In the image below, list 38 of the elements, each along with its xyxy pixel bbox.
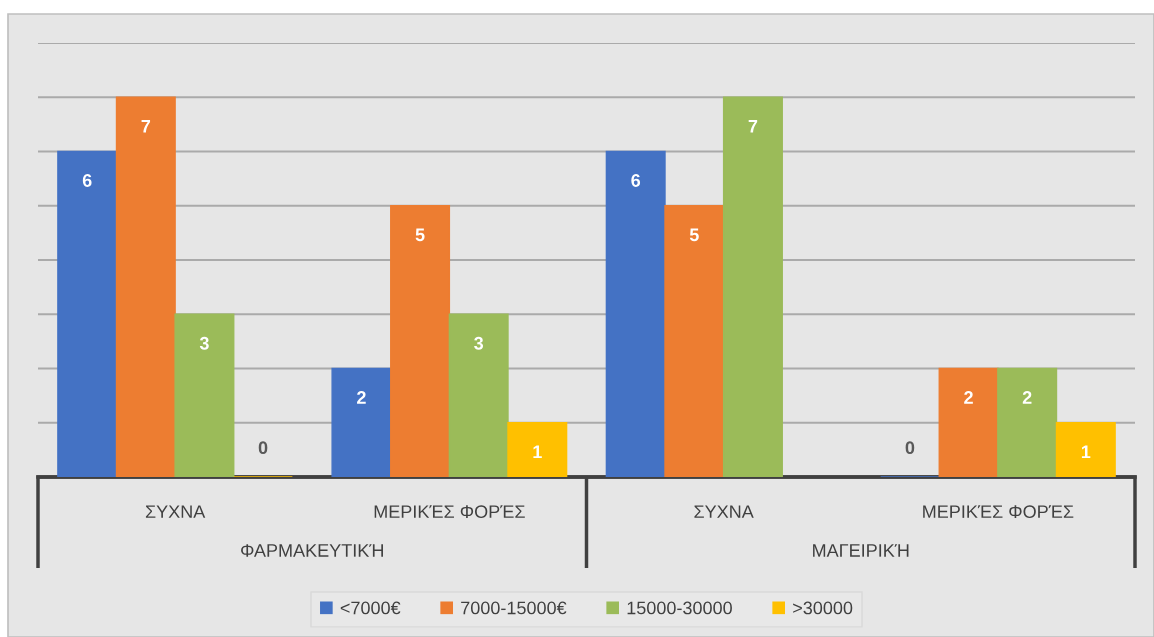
legend-label: 15000-30000 bbox=[627, 601, 732, 615]
data-label: 0 bbox=[905, 441, 915, 455]
x-tick-label: ΣΥΧΝΑ bbox=[694, 505, 754, 518]
text: ΦΑΡΜΑΚΕΥΤΙΚΉ bbox=[241, 544, 383, 557]
data-label: 1 bbox=[1081, 445, 1091, 458]
bar bbox=[938, 367, 999, 477]
bar bbox=[722, 96, 783, 477]
bar bbox=[507, 422, 568, 477]
data-label: 2 bbox=[1022, 391, 1032, 404]
data-label: 3 bbox=[474, 336, 484, 350]
bar bbox=[115, 96, 176, 477]
x-tick-label: ΜΕΡΙΚΈΣ ΦΟΡΈΣ bbox=[923, 505, 1074, 519]
bar bbox=[174, 313, 235, 477]
data-label: 3 bbox=[199, 336, 209, 350]
bar bbox=[997, 367, 1058, 477]
data-label: 5 bbox=[415, 228, 425, 242]
data-label: 5 bbox=[689, 228, 699, 242]
data-label: 2 bbox=[357, 391, 366, 404]
x-tick-label: ΜΕΡΙΚΈΣ ΦΟΡΈΣ bbox=[374, 505, 525, 519]
bar bbox=[664, 205, 725, 477]
data-label: 7 bbox=[141, 120, 151, 133]
legend-label: 7000-15000€ bbox=[461, 601, 567, 615]
x-tick-label: ΣΥΧΝΑ bbox=[145, 505, 206, 518]
data-label: 2 bbox=[964, 391, 973, 404]
legend-label: <7000€ bbox=[340, 601, 401, 615]
data-label: 1 bbox=[533, 445, 542, 458]
data-label: 7 bbox=[748, 120, 758, 133]
data-label: 0 bbox=[258, 441, 268, 455]
bar bbox=[331, 367, 392, 477]
data-label: 6 bbox=[631, 174, 641, 187]
bar bbox=[390, 205, 451, 477]
bar bbox=[605, 150, 666, 477]
data-label: 6 bbox=[82, 174, 92, 187]
bar bbox=[57, 150, 118, 477]
legend-label: >30000 bbox=[793, 601, 853, 615]
bar bbox=[448, 313, 509, 477]
text: ΜΑΓΕΙΡΙΚΉ bbox=[813, 544, 909, 557]
bar bbox=[1055, 422, 1116, 477]
